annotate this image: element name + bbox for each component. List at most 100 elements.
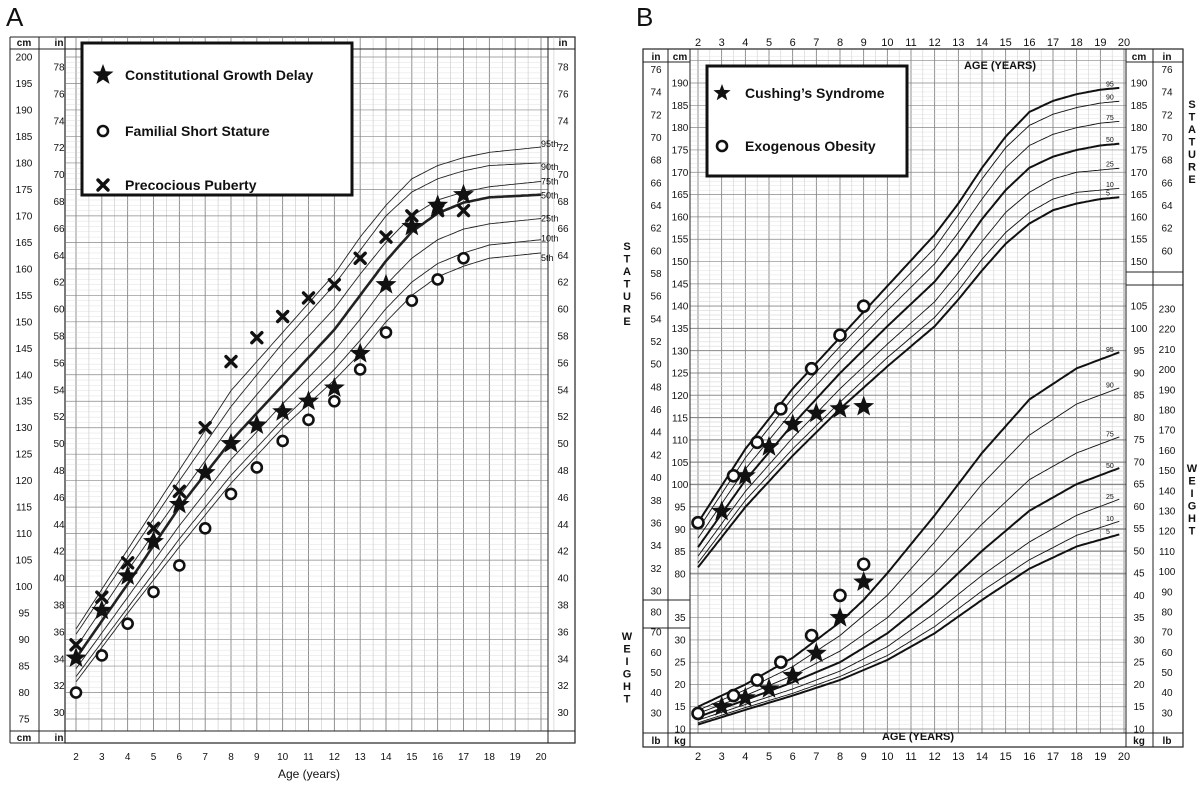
unit-lb-right: lb <box>1163 736 1172 747</box>
data-point-star <box>711 695 733 716</box>
x-tick-top: 20 <box>1118 37 1130 49</box>
y-tick-stature-in-right: 76 <box>1161 65 1173 76</box>
y-tick-stature-in: 58 <box>650 269 662 280</box>
y-tick-stature-cm-right: 185 <box>1131 101 1148 112</box>
unit-in-right: in <box>1163 52 1172 63</box>
unit-cm-right: cm <box>1132 52 1147 63</box>
y-tick-in: 70 <box>53 170 65 181</box>
y-tick-in: 34 <box>53 654 65 665</box>
weight-percentile-curve <box>697 533 1120 726</box>
data-point-star <box>805 402 827 423</box>
legend-marker-star <box>713 84 731 101</box>
stature-percentile-label: 5 <box>1106 191 1110 198</box>
data-point-x <box>379 230 393 244</box>
y-tick-weight-lb: 80 <box>650 607 662 618</box>
y-tick-weight-kg: 20 <box>674 680 686 691</box>
y-tick-stature-in: 32 <box>650 564 662 575</box>
y-tick-weight-kg-right: 80 <box>1133 413 1145 424</box>
y-tick-stature-in: 44 <box>650 428 662 439</box>
y-tick-cm: 95 <box>18 609 30 620</box>
data-point-star <box>734 464 756 485</box>
x-tick-top: 12 <box>929 37 941 49</box>
x-tick-top: 3 <box>719 37 725 49</box>
legend-label: Cushing’s Syndrome <box>745 85 885 101</box>
x-tick-bottom: 17 <box>1047 751 1059 763</box>
data-point-star <box>829 397 851 418</box>
percentile-label: 90th <box>541 162 559 172</box>
y-tick-in-right: 78 <box>557 62 569 73</box>
x-tick: 17 <box>458 752 470 763</box>
y-tick-cm: 80 <box>18 688 30 699</box>
y-tick-in-right: 38 <box>557 601 569 612</box>
y-tick-in: 56 <box>53 358 65 369</box>
y-tick-in-right: 70 <box>557 170 569 181</box>
stature-label-right-letter: A <box>1188 124 1196 136</box>
data-point-star <box>758 435 780 456</box>
y-tick-in: 46 <box>53 493 65 504</box>
y-tick-stature-cm: 165 <box>672 190 689 201</box>
data-point-x <box>353 251 367 265</box>
data-point-circle <box>833 588 847 603</box>
data-point-star <box>323 377 345 397</box>
data-point-star <box>143 530 164 551</box>
data-point-circle <box>224 487 238 501</box>
y-tick-stature-in: 68 <box>650 156 662 167</box>
percentile-label: 10th <box>541 234 559 244</box>
stature-percentile-curve <box>697 100 1120 530</box>
data-point-x <box>275 309 290 324</box>
weight-label-left-letter: E <box>623 644 630 656</box>
y-tick-weight-lb-right: 50 <box>1161 668 1173 679</box>
y-tick-stature-cm: 90 <box>674 525 686 536</box>
y-tick-cm: 165 <box>16 238 33 249</box>
y-tick-stature-in-right: 60 <box>1161 246 1173 257</box>
y-tick-weight-kg-right: 30 <box>1133 635 1145 646</box>
y-tick-weight-lb-right: 120 <box>1159 527 1176 538</box>
y-tick-stature-in: 34 <box>650 541 662 552</box>
data-point-x <box>172 484 187 498</box>
x-tick: 19 <box>510 752 522 763</box>
data-point-x <box>198 421 212 435</box>
x-tick-top: 10 <box>881 37 893 49</box>
y-tick-stature-cm-right: 155 <box>1131 235 1148 246</box>
weight-percentile-label: 10 <box>1106 516 1114 523</box>
percentile-label: 75th <box>541 176 559 186</box>
y-tick-in-right: 36 <box>557 627 569 638</box>
data-point-circle <box>121 617 134 630</box>
y-tick-cm: 200 <box>16 53 33 64</box>
x-tick-bottom: 4 <box>742 751 748 763</box>
unit-in: in <box>652 52 661 63</box>
y-tick-cm: 75 <box>18 715 30 726</box>
y-tick-stature-in: 56 <box>650 292 662 303</box>
y-tick-stature-in: 54 <box>650 314 662 325</box>
x-tick-bottom: 13 <box>952 751 964 763</box>
y-tick-in-right: 32 <box>557 681 569 692</box>
y-tick-cm: 120 <box>16 476 33 487</box>
x-tick-bottom: 16 <box>1023 751 1035 763</box>
y-tick-weight-kg-right: 90 <box>1133 368 1145 379</box>
stature-percentile-label: 25 <box>1106 162 1114 169</box>
y-tick-weight-lb-right: 140 <box>1159 486 1176 497</box>
unit-kg-right: kg <box>1133 736 1145 747</box>
y-tick-in: 50 <box>53 439 65 450</box>
y-tick-in: 30 <box>53 708 65 719</box>
stature-label-right-letter: R <box>1188 162 1196 174</box>
y-tick-cm: 140 <box>16 370 33 381</box>
series-stature-star <box>711 395 875 521</box>
unit-cm: cm <box>673 52 688 63</box>
weight-percentile-curve <box>697 520 1120 724</box>
x-tick: 2 <box>73 752 79 763</box>
x-tick-bottom: 2 <box>695 751 701 763</box>
y-tick-stature-cm-right: 175 <box>1131 145 1148 156</box>
legend-marker-x <box>96 178 110 192</box>
y-tick-in-right: 76 <box>557 89 569 100</box>
y-tick-stature-cm-right: 160 <box>1131 212 1148 223</box>
percentile-label: 25th <box>541 214 559 224</box>
y-tick-stature-in: 62 <box>650 224 662 235</box>
x-tick-top: 7 <box>813 37 819 49</box>
data-point-circle <box>726 688 741 703</box>
data-point-circle <box>726 468 741 483</box>
y-tick-in: 38 <box>53 601 65 612</box>
x-tick-top: 6 <box>790 37 796 49</box>
y-tick-cm: 190 <box>16 105 33 116</box>
